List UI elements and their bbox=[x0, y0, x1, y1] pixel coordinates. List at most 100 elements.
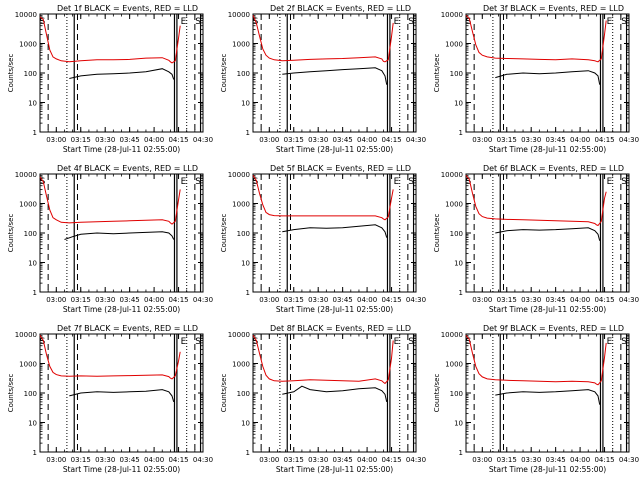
x-tick-label: 03:30 bbox=[95, 296, 115, 304]
x-tick-label: 03:15 bbox=[71, 296, 91, 304]
x-tick-label: 03:45 bbox=[120, 296, 140, 304]
x-tick-label: 04:30 bbox=[406, 296, 426, 304]
y-tick-label: 100 bbox=[237, 390, 250, 398]
y-tick-label: 10 bbox=[454, 100, 463, 108]
y-tick-label: 100 bbox=[450, 390, 463, 398]
y-tick-label: 10 bbox=[28, 260, 37, 268]
x-tick-label: 03:30 bbox=[308, 296, 328, 304]
y-axis-label: Counts/sec bbox=[7, 54, 15, 93]
x-tick-label: 03:15 bbox=[497, 456, 517, 464]
y-tick-label: 100 bbox=[237, 230, 250, 238]
y-axis-label: Counts/sec bbox=[7, 214, 15, 253]
chart-title: Det 8f BLACK = Events, RED = LLD bbox=[270, 324, 411, 333]
marker-label: S bbox=[466, 17, 472, 27]
x-tick-label: 04:15 bbox=[381, 136, 401, 144]
x-tick-label: 03:30 bbox=[308, 456, 328, 464]
x-axis-label: Start Time (28-Jul-11 02:55:00) bbox=[489, 145, 606, 154]
x-axis-label: Start Time (28-Jul-11 02:55:00) bbox=[489, 465, 606, 474]
marker-label: S bbox=[621, 337, 627, 347]
x-tick-label: 04:30 bbox=[619, 296, 639, 304]
y-axis-label: Counts/sec bbox=[220, 214, 228, 253]
x-tick-label: 04:30 bbox=[193, 296, 213, 304]
y-tick-label: 100 bbox=[24, 390, 37, 398]
x-tick-label: 04:15 bbox=[168, 296, 188, 304]
marker-label: S bbox=[466, 337, 472, 347]
series-line-lld bbox=[39, 176, 181, 225]
y-tick-label: 1000 bbox=[445, 361, 463, 369]
chart-title: Det 5f BLACK = Events, RED = LLD bbox=[270, 164, 411, 173]
y-tick-label: 10 bbox=[454, 420, 463, 428]
y-tick-label: 10000 bbox=[441, 331, 463, 339]
y-tick-label: 10000 bbox=[228, 171, 250, 179]
x-tick-label: 03:00 bbox=[46, 296, 66, 304]
y-tick-label: 100 bbox=[24, 230, 37, 238]
x-tick-label: 04:15 bbox=[381, 296, 401, 304]
series-line-events bbox=[282, 224, 388, 238]
x-tick-label: 03:30 bbox=[521, 136, 541, 144]
x-tick-label: 04:30 bbox=[619, 456, 639, 464]
marker-label: S bbox=[408, 177, 414, 187]
marker-label: S bbox=[253, 177, 259, 187]
x-axis-label: Start Time (28-Jul-11 02:55:00) bbox=[276, 305, 393, 314]
y-tick-label: 1 bbox=[459, 129, 463, 137]
x-tick-label: 03:45 bbox=[333, 296, 353, 304]
x-tick-label: 03:45 bbox=[120, 136, 140, 144]
x-tick-label: 03:45 bbox=[546, 296, 566, 304]
x-tick-label: 04:15 bbox=[381, 456, 401, 464]
y-tick-label: 10000 bbox=[441, 11, 463, 19]
x-tick-label: 03:30 bbox=[95, 136, 115, 144]
y-tick-label: 1000 bbox=[19, 201, 37, 209]
y-axis-label: Counts/sec bbox=[433, 54, 441, 93]
series-line-events bbox=[495, 389, 601, 405]
x-tick-label: 03:30 bbox=[521, 296, 541, 304]
series-line-lld bbox=[252, 15, 394, 63]
series-line-lld bbox=[465, 174, 607, 227]
x-tick-label: 04:00 bbox=[570, 456, 590, 464]
y-axis-label: Counts/sec bbox=[220, 54, 228, 93]
marker-label: E bbox=[607, 337, 613, 347]
y-tick-label: 1 bbox=[33, 129, 37, 137]
y-tick-label: 1 bbox=[33, 449, 37, 457]
x-tick-label: 04:15 bbox=[168, 136, 188, 144]
plot-frame bbox=[465, 173, 630, 293]
chart-title: Det 2f BLACK = Events, RED = LLD bbox=[270, 4, 411, 13]
series-line-events bbox=[69, 389, 175, 403]
y-axis-label: Counts/sec bbox=[433, 374, 441, 413]
series-line-events bbox=[495, 70, 601, 85]
y-tick-label: 10 bbox=[28, 100, 37, 108]
marker-label: S bbox=[40, 177, 46, 187]
x-tick-label: 03:00 bbox=[472, 136, 492, 144]
x-axis-label: Start Time (28-Jul-11 02:55:00) bbox=[489, 305, 606, 314]
marker-label: E bbox=[394, 17, 400, 27]
y-tick-label: 100 bbox=[237, 70, 250, 78]
y-tick-label: 100 bbox=[450, 70, 463, 78]
y-tick-label: 1000 bbox=[445, 201, 463, 209]
x-tick-label: 03:30 bbox=[95, 456, 115, 464]
x-axis-label: Start Time (28-Jul-11 02:55:00) bbox=[276, 465, 393, 474]
x-tick-label: 04:15 bbox=[594, 456, 614, 464]
y-axis-label: Counts/sec bbox=[7, 374, 15, 413]
x-tick-label: 03:00 bbox=[259, 136, 279, 144]
x-axis-label: Start Time (28-Jul-11 02:55:00) bbox=[63, 465, 180, 474]
y-tick-label: 1000 bbox=[19, 361, 37, 369]
x-tick-label: 04:15 bbox=[594, 296, 614, 304]
series-line-events bbox=[69, 68, 175, 80]
y-tick-label: 10 bbox=[454, 260, 463, 268]
marker-label: E bbox=[607, 17, 613, 27]
marker-label: S bbox=[40, 17, 46, 27]
y-tick-label: 1 bbox=[459, 289, 463, 297]
x-tick-label: 03:45 bbox=[333, 136, 353, 144]
marker-label: E bbox=[394, 177, 400, 187]
chart-title: Det 4f BLACK = Events, RED = LLD bbox=[57, 164, 198, 173]
y-tick-label: 1000 bbox=[232, 201, 250, 209]
x-tick-label: 03:00 bbox=[472, 456, 492, 464]
x-tick-label: 04:15 bbox=[168, 456, 188, 464]
marker-label: E bbox=[181, 337, 187, 347]
y-tick-label: 10000 bbox=[228, 11, 250, 19]
marker-label: E bbox=[181, 17, 187, 27]
x-tick-label: 04:00 bbox=[144, 136, 164, 144]
plot-frame bbox=[465, 333, 630, 453]
x-tick-label: 04:00 bbox=[357, 456, 377, 464]
y-tick-label: 1000 bbox=[19, 41, 37, 49]
